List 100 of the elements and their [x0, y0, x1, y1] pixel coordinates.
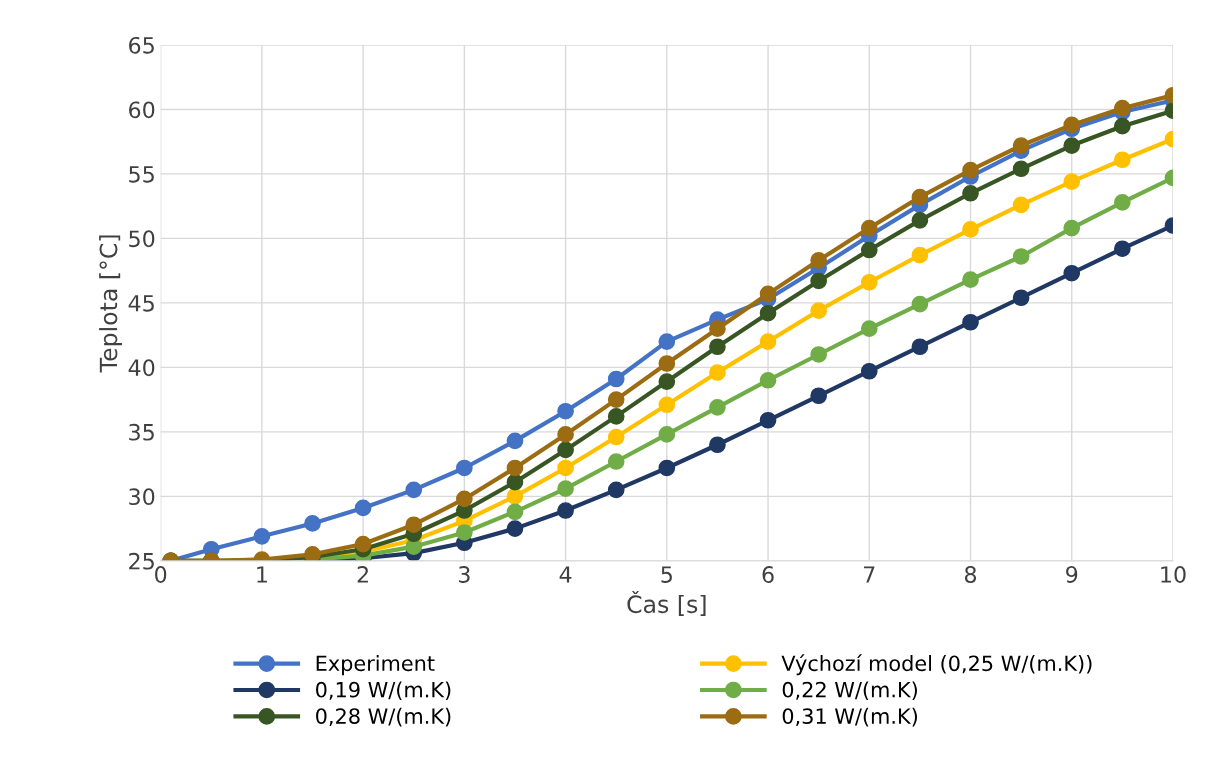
y-tick-label: 35 [129, 423, 154, 441]
point [1012, 289, 1030, 307]
point [962, 161, 979, 179]
point [658, 355, 676, 372]
point [304, 515, 321, 532]
point [405, 516, 423, 534]
point [456, 459, 473, 477]
point [456, 524, 473, 541]
legend-label: 0,19 W/(m.K) [316, 681, 451, 701]
point [810, 302, 827, 319]
point [810, 387, 827, 405]
x-tick-label: 9 [1066, 566, 1078, 583]
point [709, 338, 726, 356]
point [557, 502, 574, 519]
point [354, 499, 372, 517]
point [506, 488, 524, 505]
point [506, 432, 524, 450]
point [557, 441, 574, 459]
point [607, 391, 625, 408]
point [456, 490, 473, 508]
point [607, 481, 625, 499]
point [759, 371, 777, 389]
point [860, 320, 878, 338]
point [1114, 117, 1131, 135]
point [1063, 137, 1081, 154]
point [962, 184, 979, 202]
point [607, 428, 625, 446]
x-tick-label: 8 [964, 566, 977, 583]
point [860, 241, 878, 259]
point [607, 453, 625, 470]
point [860, 273, 878, 291]
legend-label: 0,22 W/(m.K) [782, 681, 917, 701]
point [911, 295, 929, 313]
point [506, 473, 524, 491]
point [506, 520, 524, 537]
point [1063, 219, 1081, 237]
point [506, 503, 524, 521]
y-tick-label: 65 [129, 36, 154, 54]
point [354, 535, 372, 553]
point [1063, 116, 1081, 134]
legend-label: Výchozí model (0,25 W/(m.K)) [781, 654, 1092, 676]
point [911, 212, 929, 229]
point [810, 272, 827, 290]
point [658, 459, 676, 477]
point [1012, 160, 1030, 178]
y-axis-title: Teplota [°C] [99, 235, 122, 373]
y-tick-label: 50 [129, 230, 155, 248]
point [658, 396, 676, 414]
x-tick-label: 4 [559, 566, 572, 583]
point [759, 285, 777, 303]
point [709, 320, 726, 338]
point [557, 402, 574, 420]
point [557, 459, 574, 477]
point [962, 313, 979, 331]
y-tick-label: 45 [128, 295, 154, 312]
point [962, 221, 979, 238]
point [759, 333, 777, 350]
y-tick-label: 60 [129, 101, 155, 119]
x-tick-label: 3 [458, 566, 470, 583]
point [709, 436, 726, 454]
point [911, 188, 929, 206]
point [658, 333, 676, 350]
point [860, 362, 878, 380]
x-tick-label: 1 [257, 566, 267, 583]
point [658, 426, 676, 443]
x-tick-label: 5 [661, 566, 672, 583]
point [607, 408, 625, 425]
point [557, 426, 574, 443]
point [860, 219, 878, 237]
point [1114, 151, 1131, 169]
point [1063, 264, 1081, 282]
x-tick-label: 6 [762, 566, 774, 583]
x-tick-label: 0 [155, 566, 167, 583]
point [709, 364, 726, 381]
point [1012, 196, 1030, 214]
point [759, 411, 777, 429]
point [759, 304, 777, 322]
x-tick-label: 10 [1161, 566, 1186, 583]
legend-label: 0,28 W/(m.K) [316, 707, 451, 727]
point [253, 527, 271, 545]
point [557, 480, 574, 497]
point [607, 370, 625, 388]
point [405, 481, 423, 499]
x-axis-title: Čas [s] [627, 590, 706, 616]
point [709, 399, 726, 416]
point [506, 459, 524, 477]
point [1012, 248, 1030, 265]
y-tick-label: 25 [129, 552, 154, 570]
point [911, 246, 929, 264]
point [1114, 193, 1131, 211]
point [962, 271, 979, 289]
point [1114, 99, 1131, 117]
x-tick-label: 2 [357, 566, 368, 583]
point [810, 346, 827, 363]
point [911, 338, 929, 356]
point [810, 252, 827, 269]
point [1114, 240, 1131, 258]
x-tick-label: 7 [864, 566, 875, 583]
y-tick-label: 30 [129, 488, 155, 506]
point [1012, 137, 1030, 154]
